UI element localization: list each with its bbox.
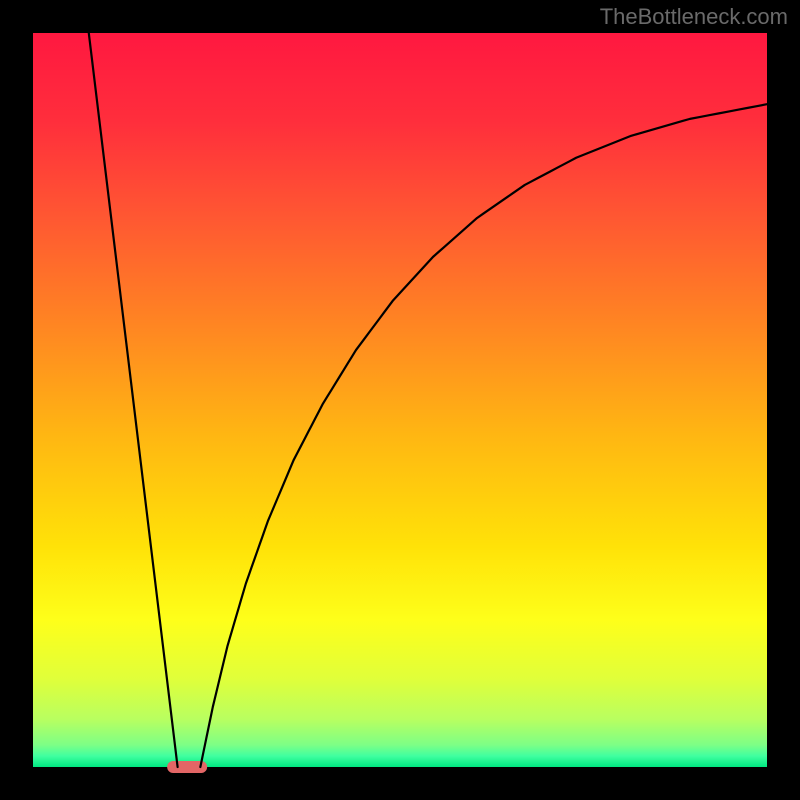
bottleneck-chart: TheBottleneck.com [0, 0, 800, 800]
watermark-text: TheBottleneck.com [600, 4, 788, 30]
plot-background [33, 33, 767, 767]
chart-svg [0, 0, 800, 800]
